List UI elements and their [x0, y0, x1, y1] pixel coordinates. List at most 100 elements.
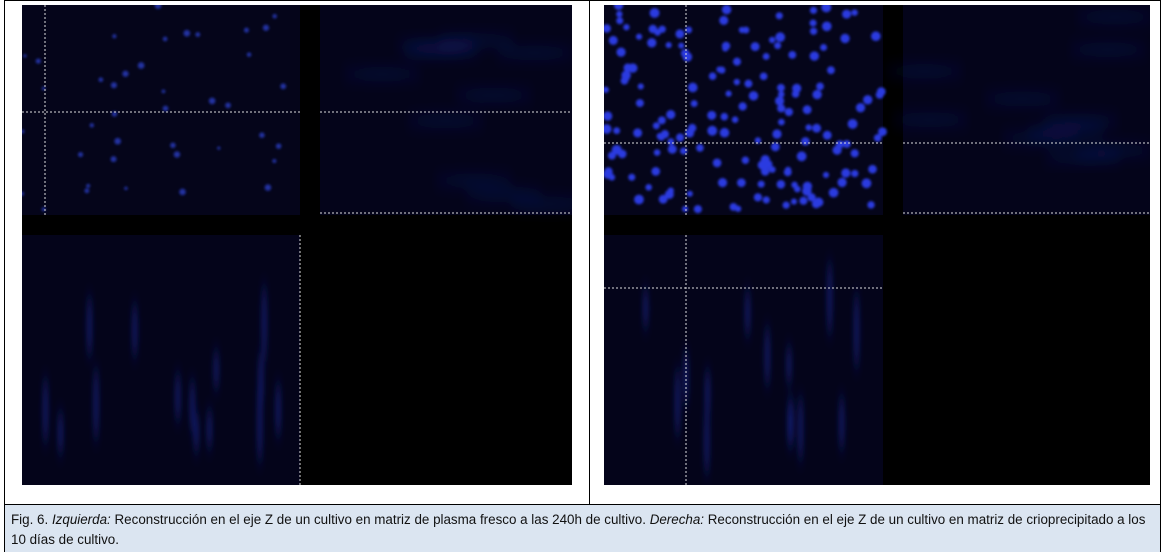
nucleus	[691, 100, 698, 107]
y-streak	[1068, 48, 1148, 51]
nucleus	[816, 83, 824, 91]
nucleus	[742, 156, 749, 163]
nucleus	[265, 184, 272, 191]
nucleus	[754, 193, 762, 201]
nucleus	[739, 102, 747, 110]
nucleus	[247, 52, 251, 56]
z-streak	[828, 260, 832, 337]
nucleus	[718, 66, 725, 73]
nucleus	[803, 105, 812, 114]
nucleus	[636, 99, 644, 107]
nucleus	[645, 184, 652, 191]
nucleus	[778, 91, 785, 98]
nucleus	[822, 22, 832, 32]
z-streak	[705, 406, 709, 476]
nucleus	[820, 44, 827, 51]
nucleus	[124, 187, 127, 190]
z-streak	[855, 292, 859, 370]
nucleus	[862, 178, 872, 188]
z-streak	[58, 410, 62, 455]
nucleus	[791, 199, 797, 205]
nucleus	[78, 152, 83, 157]
nucleus	[707, 126, 717, 136]
y-streak	[1040, 120, 1120, 123]
nucleus	[810, 51, 819, 60]
nucleus	[225, 102, 231, 108]
nucleus	[734, 79, 740, 85]
nucleus	[23, 54, 26, 57]
nucleus	[758, 181, 765, 188]
nucleus	[726, 91, 732, 97]
nucleus	[138, 62, 145, 69]
nucleus	[174, 151, 181, 158]
nucleus	[871, 31, 881, 41]
nucleus	[694, 205, 702, 213]
nucleus	[722, 5, 731, 14]
nucleus	[851, 149, 859, 157]
nucleus	[863, 95, 872, 104]
nucleus	[114, 138, 121, 145]
nucleus	[183, 30, 190, 37]
nucleus	[244, 28, 249, 33]
nucleus	[613, 127, 620, 134]
nucleus	[659, 195, 668, 204]
nucleus	[654, 149, 661, 156]
z-streak	[87, 295, 91, 358]
caption-right-label: Derecha:	[650, 512, 704, 527]
nucleus	[111, 156, 117, 162]
microscopy-left	[22, 5, 572, 485]
z-streak	[176, 372, 180, 423]
z-streak	[190, 379, 194, 432]
nucleus	[763, 53, 770, 60]
nucleus	[195, 32, 200, 37]
nucleus	[84, 188, 89, 193]
nucleus	[687, 191, 693, 197]
nucleus	[98, 77, 103, 82]
nucleus	[638, 83, 644, 89]
nucleus	[739, 27, 745, 33]
nucleus	[272, 159, 276, 163]
y-streak	[884, 70, 964, 73]
nucleus	[784, 168, 792, 176]
y-streak	[342, 73, 422, 76]
nucleus	[667, 138, 674, 145]
nucleus	[783, 202, 790, 209]
y-streak	[1042, 156, 1122, 159]
nucleus	[624, 64, 632, 72]
nucleus	[760, 73, 768, 81]
nucleus	[867, 201, 874, 208]
nucleus	[163, 106, 169, 112]
nucleus	[823, 131, 832, 140]
nucleus	[799, 197, 807, 205]
nucleus	[675, 29, 684, 38]
nucleus	[777, 104, 785, 112]
nucleus	[805, 124, 811, 130]
nucleus	[612, 145, 622, 155]
z-streak	[262, 284, 266, 363]
z-streak	[798, 395, 802, 462]
cell-divider	[589, 1, 590, 504]
nucleus	[636, 34, 642, 40]
nucleus	[737, 178, 746, 187]
z-streak	[746, 289, 750, 338]
nucleus	[837, 178, 846, 187]
y-streak	[464, 193, 544, 196]
nucleus	[163, 37, 168, 42]
nucleus	[758, 160, 767, 169]
nucleus	[685, 129, 694, 138]
nucleus	[809, 19, 816, 26]
nucleus	[840, 34, 849, 43]
nucleus	[776, 12, 783, 19]
nucleus	[86, 184, 90, 188]
nucleus	[848, 119, 858, 129]
nucleus	[777, 84, 785, 92]
nucleus	[661, 130, 669, 138]
nucleus	[718, 178, 727, 187]
nucleus	[730, 203, 738, 211]
z-streak	[133, 302, 137, 358]
yz-panel	[903, 5, 1150, 215]
nucleus	[842, 10, 851, 19]
nucleus	[769, 37, 775, 43]
nucleus	[719, 16, 728, 25]
y-streak	[890, 118, 970, 121]
